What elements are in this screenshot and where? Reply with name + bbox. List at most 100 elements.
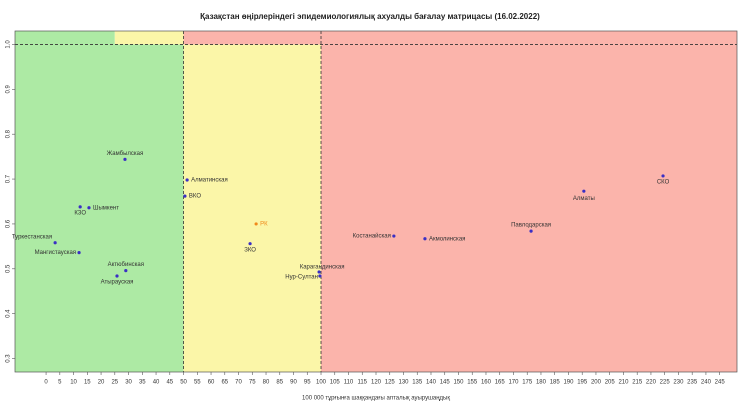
point-label: Нур-Султан [285,275,318,281]
x-tick-label: 85 [276,380,283,386]
point [123,157,127,161]
x-tick-label: 155 [467,380,478,386]
point-label: Алматы [573,196,595,202]
x-tick-label: 170 [508,380,519,386]
y-tick-label: 0.4 [6,309,12,318]
y-tick-label: 0.8 [6,129,12,138]
x-axis-label: 100 000 тұрғынға шаққандағы апталық ауыр… [302,396,450,402]
x-tick-label: 25 [111,380,118,386]
point [317,270,321,274]
point-label: Атырауская [101,280,134,286]
point-label: Жамбылская [107,151,144,157]
point [248,242,252,246]
x-tick-label: 10 [70,380,77,386]
point [87,206,91,210]
x-tick-label: 60 [208,380,215,386]
point [183,194,187,198]
point-label: Костанайская [353,233,391,240]
x-tick-label: 190 [563,380,574,386]
x-tick-label: 35 [139,380,146,386]
x-tick-label: 20 [98,380,105,386]
y-tick-label: 0.6 [6,219,12,228]
point [318,274,322,278]
point [423,237,427,241]
x-tick-label: 0 [44,380,48,386]
zone [15,44,184,373]
point [77,251,81,255]
x-tick-label: 140 [426,380,437,386]
x-tick-label: 120 [371,380,382,386]
x-tick-label: 215 [632,380,643,386]
chart-title: Қазақстан өңірлеріндегі эпидемиологиялық… [200,12,540,21]
point-label: Алматинская [191,178,228,184]
point-label: КЗО [74,210,86,216]
y-tick-label: 0.9 [6,84,12,93]
zone [183,31,737,45]
x-tick-label: 230 [673,380,684,386]
x-tick-label: 105 [330,380,341,386]
point-label: Павлодарская [511,223,551,229]
x-tick-label: 235 [687,380,698,386]
x-tick-label: 220 [646,380,657,386]
y-tick-label: 0.7 [6,174,12,183]
x-tick-label: 75 [249,380,256,386]
x-tick-label: 160 [481,380,492,386]
x-tick-label: 110 [344,380,354,386]
x-tick-label: 30 [125,380,132,386]
point [53,241,57,245]
x-tick-label: 175 [522,380,533,386]
point-label: ВКО [189,194,201,200]
point-label: РК [260,222,268,228]
point [124,268,128,273]
x-tick-label: 240 [701,380,712,386]
point [582,189,586,193]
x-tick-label: 5 [58,380,62,386]
zone [114,31,184,45]
x-tick-label: 185 [550,380,561,386]
x-tick-label: 200 [591,380,602,386]
x-tick-label: 130 [398,380,409,386]
x-tick-label: 40 [153,380,160,386]
point-label: Туркестанская [12,234,52,240]
x-tick-label: 50 [180,380,187,386]
x-tick-label: 205 [605,380,616,386]
x-tick-label: 125 [385,380,396,386]
x-tick-label: 100 [316,380,327,386]
x-tick-label: 90 [290,380,297,386]
y-tick-label: 0.3 [6,354,12,363]
y-tick-label: 1.0 [6,40,12,49]
zone [321,44,737,373]
x-tick-label: 245 [715,380,726,386]
point-label: Мангистауская [35,250,76,256]
x-tick-label: 115 [357,380,367,386]
x-tick-label: 45 [166,380,173,386]
point [529,229,533,233]
point-label: СКО [657,180,670,186]
point-label: ЗКО [244,247,256,253]
x-tick-label: 95 [304,380,311,386]
point [254,222,258,226]
x-tick-label: 180 [536,380,547,386]
x-tick-label: 15 [84,380,91,386]
x-tick-label: 70 [235,380,242,386]
x-tick-label: 150 [453,380,464,386]
zone [15,31,115,45]
zone [183,44,322,373]
x-tick-label: 165 [495,380,506,386]
x-tick-label: 145 [440,380,451,386]
point [115,274,119,278]
x-tick-label: 225 [660,380,671,386]
x-tick-label: 210 [618,380,629,386]
point-label: Акмолинская [429,236,465,242]
point-label: Актюбинская [108,262,144,268]
point [78,205,82,209]
point [185,178,189,182]
x-tick-label: 65 [221,380,228,386]
point [661,174,665,178]
point [392,234,396,238]
x-tick-label: 55 [194,380,201,386]
y-tick-label: 0.5 [6,264,12,273]
point-label: Шымкент [93,205,119,211]
x-tick-label: 80 [263,380,270,386]
